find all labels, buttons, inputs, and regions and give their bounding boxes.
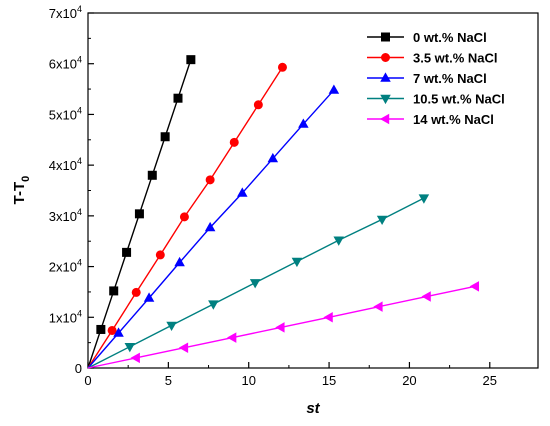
series-4 (87, 281, 480, 369)
legend-marker (381, 32, 390, 42)
y-tick-label: 4x104 (49, 156, 82, 173)
y-tick-label: 7x104 (49, 4, 82, 21)
x-axis-title: st (306, 400, 320, 417)
legend-item: 3.5 wt.% NaCl (367, 51, 498, 66)
legend-label: 7 wt.% NaCl (413, 71, 487, 86)
data-point (253, 100, 263, 110)
series-2 (87, 84, 340, 369)
plot-frame (87, 12, 539, 369)
data-point (166, 321, 177, 332)
data-point (96, 324, 106, 334)
series-layer (87, 55, 480, 369)
data-point (208, 300, 219, 310)
y-tick-label: 1x104 (49, 308, 82, 325)
legend-item: 7 wt.% NaCl (367, 71, 487, 86)
data-point (178, 342, 189, 353)
data-point (134, 209, 144, 219)
data-point (418, 194, 430, 204)
data-point (147, 170, 157, 180)
x-tick-label: 5 (165, 373, 172, 388)
legend: 0 wt.% NaCl 3.5 wt.% NaCl 7 wt.% NaCl 10.5 … (367, 30, 505, 127)
data-point (122, 247, 132, 257)
x-tick-label: 25 (483, 373, 497, 388)
data-point (298, 118, 309, 128)
data-point (160, 132, 170, 142)
y-tick-label: 6x104 (49, 55, 82, 72)
data-point (205, 175, 215, 185)
legend-marker (381, 53, 390, 62)
legend-item: 14 wt.% NaCl (367, 112, 494, 127)
legend-item: 0 wt.% NaCl (367, 30, 487, 45)
data-point (249, 279, 261, 289)
y-tick-label: 5x104 (49, 105, 82, 122)
legend-label: 10.5 wt.% NaCl (413, 92, 505, 107)
legend-marker (380, 72, 391, 82)
legend-label: 3.5 wt.% NaCl (413, 51, 498, 66)
legend-item: 10.5 wt.% NaCl (367, 92, 505, 107)
data-point (174, 256, 185, 267)
legend-label: 0 wt.% NaCl (413, 30, 487, 45)
data-point (421, 291, 431, 302)
data-point (107, 325, 117, 335)
data-point (130, 352, 140, 364)
series-3 (87, 194, 430, 369)
y-axis-title: T-T0 (11, 176, 32, 205)
data-point (124, 343, 136, 353)
series-1 (87, 62, 287, 369)
legend-marker (379, 113, 390, 125)
data-point (469, 281, 480, 292)
data-point (229, 137, 239, 147)
data-point (267, 152, 279, 163)
x-tick-label: 10 (241, 373, 255, 388)
data-point (376, 215, 388, 226)
data-point (131, 287, 141, 297)
data-point (333, 236, 344, 246)
data-point (237, 187, 248, 197)
axis-ticks: 0 5 10 15 20 25 0 1x104 2x104 3x104 4x104 5x104 6x10… (49, 4, 497, 388)
data-point (143, 292, 155, 302)
data-point (323, 312, 333, 323)
y-tick-label: 2x104 (49, 258, 82, 275)
data-point (275, 322, 285, 333)
y-tick-label: 3x104 (49, 207, 82, 224)
x-tick-label: 15 (322, 373, 336, 388)
data-point (113, 327, 124, 337)
x-tick-label: 0 (84, 373, 91, 388)
data-point (186, 55, 196, 65)
data-point (277, 62, 287, 72)
data-point (328, 84, 340, 94)
data-point (204, 221, 216, 232)
x-tick-label: 20 (402, 373, 416, 388)
data-point (227, 332, 237, 343)
data-point (173, 93, 183, 103)
data-point (291, 257, 303, 268)
data-point (155, 250, 165, 260)
legend-marker (380, 94, 391, 105)
y-tick-label: 0 (75, 361, 82, 376)
data-point (373, 301, 383, 312)
data-point (179, 212, 189, 222)
data-point (109, 286, 119, 296)
series-0 (87, 55, 196, 369)
legend-label: 14 wt.% NaCl (413, 112, 494, 127)
